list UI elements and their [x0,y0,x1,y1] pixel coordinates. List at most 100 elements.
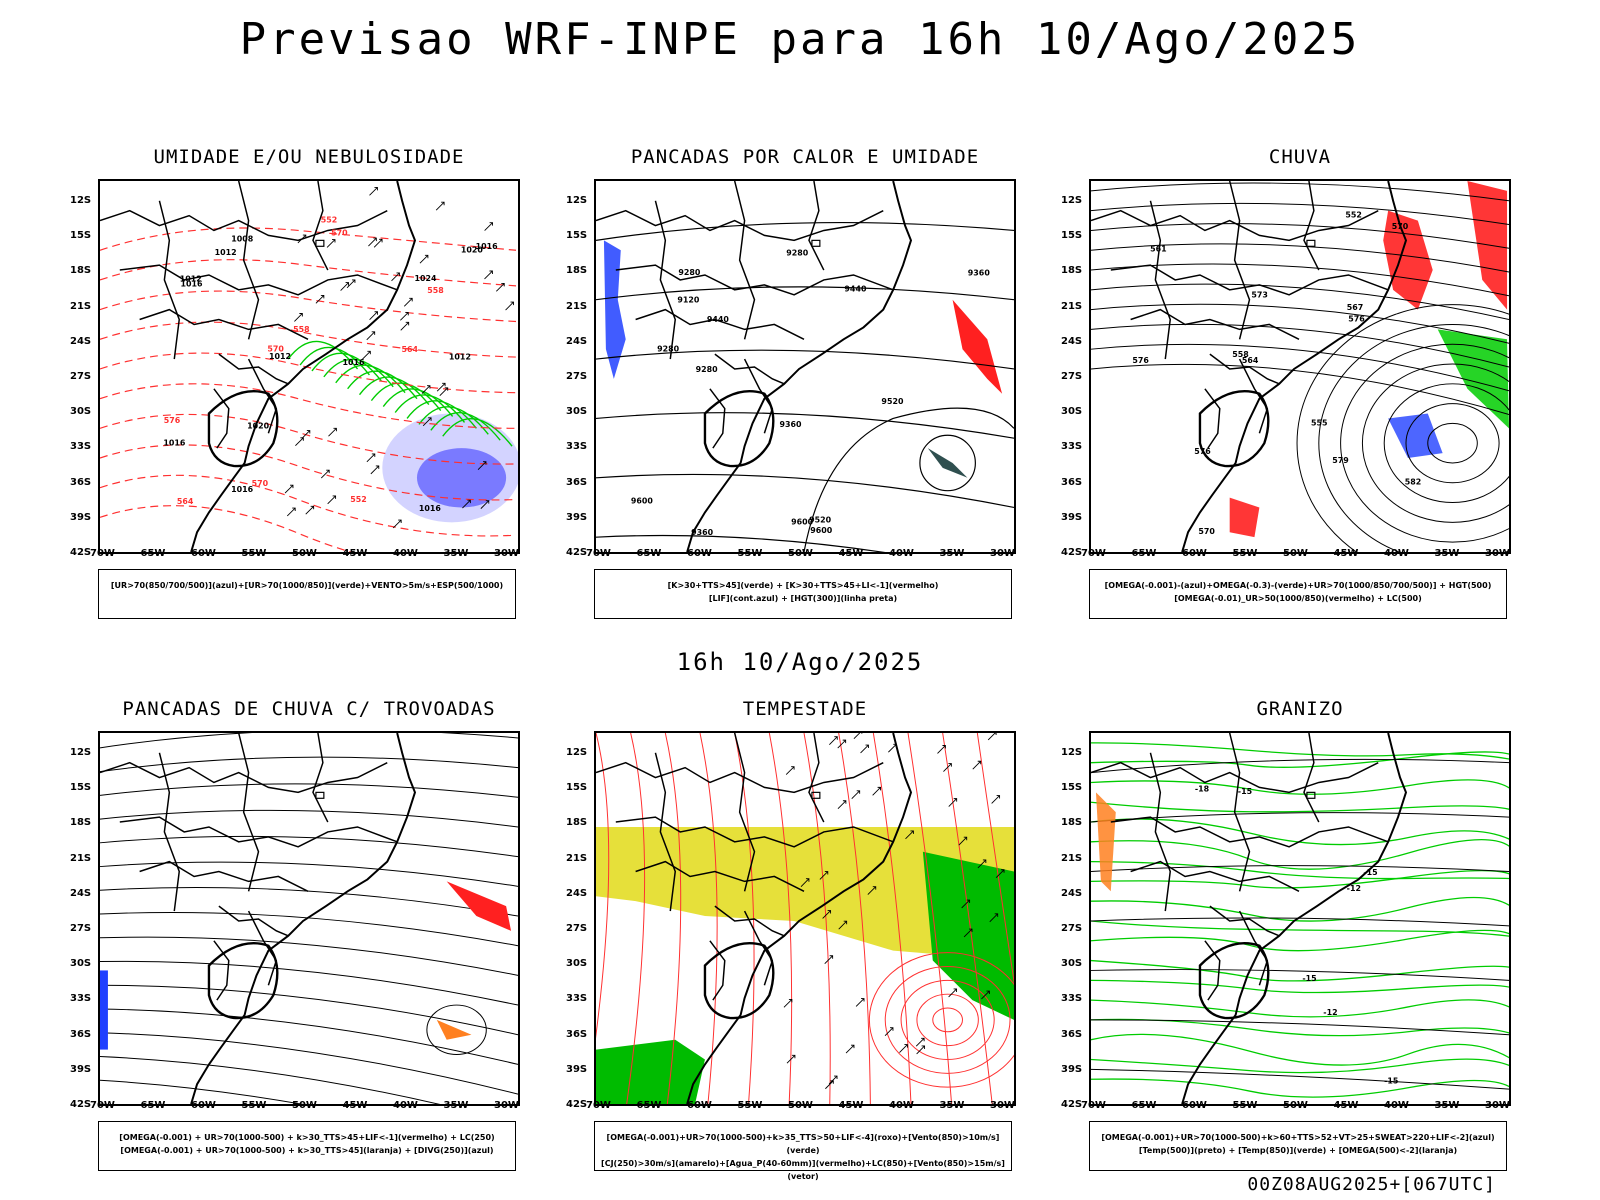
lon-tick-label: 30W [990,1100,1015,1111]
panel-legend: [UR>70(850/700/500)](azul)+[UR>70(1000/8… [98,569,516,619]
contour-label: 570 [252,479,269,488]
lon-tick-label: 40W [1384,1100,1409,1111]
lat-tick-label: 33S [70,993,92,1005]
contour-label: 570 [1392,222,1409,231]
lat-tick-label: 42S [70,1099,92,1110]
panel-legend: [OMEGA(-0.001)-(azul)+OMEGA(-0.3)-(verde… [1089,569,1507,619]
legend-line: [OMEGA(-0.01)_UR>50(1000/850)(vermelho) … [1174,594,1422,603]
lon-tick-label: 55W [1232,548,1258,559]
lat-tick-label: 15S [70,230,92,242]
lat-tick-label: 39S [70,1063,92,1075]
contour-label: 9280 [657,345,680,354]
panel-title: TEMPESTADE [742,698,868,720]
contour-label: 1016 [231,485,254,494]
lon-tick-label: 40W [889,1100,914,1111]
contour-label: 9280 [786,248,809,257]
lat-tick-label: 39S [566,1063,588,1075]
contour-label: 9280 [696,365,719,374]
lon-tick-label: 55W [737,548,763,559]
contour-label: 552 [321,215,338,224]
lon-tick-label: 65W [140,548,166,559]
contour-label: 576 [1348,315,1365,324]
lat-tick-label: 27S [1061,923,1083,934]
contour-label: -15 [1238,787,1252,796]
lon-tick-label: 45W [342,548,368,559]
lon-tick-label: 30W [990,548,1015,559]
contour-label: 564 [402,345,419,354]
lat-tick-label: 42S [566,1099,588,1110]
lat-tick-label: 15S [566,782,588,794]
lat-tick-label: 30S [70,958,92,970]
lat-tick-label: 21S [566,852,588,864]
lon-tick-label: 50W [788,1100,813,1111]
lon-tick-label: 50W [1283,1100,1308,1111]
contour-label: -12 [1323,1008,1337,1017]
contour-label: 582 [1405,478,1422,487]
lon-tick-label: 70W [586,1100,611,1111]
lat-tick-label: 39S [70,511,92,523]
lat-tick-label: 30S [566,406,588,418]
lon-tick-label: 35W [939,548,965,559]
lon-tick-label: 60W [191,1100,216,1111]
panel-title: PANCADAS POR CALOR E UMIDADE [630,146,980,168]
panel-title: CHUVA [1268,146,1332,168]
contour-label: 567 [1347,303,1364,312]
lat-tick-label: 39S [1061,1063,1083,1075]
lon-tick-label: 55W [1232,1100,1258,1111]
main-title: Previsao WRF-INPE para 16h 10/Ago/2025 [239,14,1361,65]
lon-tick-label: 65W [636,548,662,559]
lon-tick-label: 50W [292,1100,317,1111]
lat-tick-label: 21S [1061,300,1083,312]
forecast-map [98,731,520,1106]
legend-line: [Temp(500)](preto) + [Temp(850)](verde) … [1138,1146,1458,1155]
contour-label: 9440 [707,315,730,324]
lat-tick-label: 39S [566,511,588,523]
lon-tick-label: 45W [838,548,864,559]
lat-tick-label: 24S [1061,887,1083,899]
contour-label: -15 [1302,974,1316,983]
lat-tick-label: 24S [566,335,588,347]
lat-tick-label: 18S [1061,265,1083,277]
contour-label: 9280 [678,268,701,277]
map-svg: 9600960096009520952094409440936093609280… [596,181,1014,552]
lon-tick-label: 35W [939,1100,965,1111]
legend-line: [K>30+TTS>45](verde) + [K>30+TTS>45+LI<-… [667,581,939,590]
lon-tick-label: 60W [191,548,216,559]
panel-legend: [K>30+TTS>45](verde) + [K>30+TTS>45+LI<-… [594,569,1012,619]
lon-tick-label: 40W [1384,548,1409,559]
lon-tick-label: 35W [1434,548,1460,559]
contour-label: 9600 [631,497,654,506]
lon-tick-label: 30W [1485,548,1510,559]
contour-label: 1016 [342,358,365,367]
lat-tick-label: 12S [70,195,92,206]
contour-label: 576 [1194,447,1211,456]
lon-tick-label: 30W [494,1100,519,1111]
lat-tick-label: 18S [70,265,92,277]
lat-tick-label: 21S [70,300,92,312]
panel-legend: [OMEGA(-0.001)+UR>70(1000-500)+k>35_TTS>… [594,1121,1012,1181]
lat-tick-label: 33S [566,993,588,1005]
lat-tick-label: 15S [1061,230,1083,242]
lat-tick-label: 42S [566,547,588,558]
map-svg [100,733,518,1104]
contour-label: 564 [177,497,194,506]
lon-tick-label: 70W [90,548,115,559]
contour-label: 1016 [476,242,499,251]
lon-tick-label: 70W [90,1100,115,1111]
contour-label: 576 [164,416,181,425]
legend-line: [OMEGA(-0.001)+UR>70(1000-500)+k>35_TTS>… [606,1133,1000,1155]
contour-label: 570 [267,344,284,353]
panel-title: GRANIZO [1256,698,1344,720]
lat-tick-label: 12S [1061,747,1083,758]
map-svg: -12-15-15-15-18-12-15 [1091,733,1509,1104]
lon-tick-label: 65W [1131,1100,1157,1111]
lat-tick-label: 30S [70,406,92,418]
lat-tick-label: 24S [566,887,588,899]
lat-tick-label: 30S [1061,406,1083,418]
lon-tick-label: 50W [1283,548,1308,559]
contour-label: 1012 [449,353,471,362]
lat-tick-label: 21S [1061,852,1083,864]
lon-tick-label: 60W [1182,548,1207,559]
lat-tick-label: 27S [566,371,588,382]
